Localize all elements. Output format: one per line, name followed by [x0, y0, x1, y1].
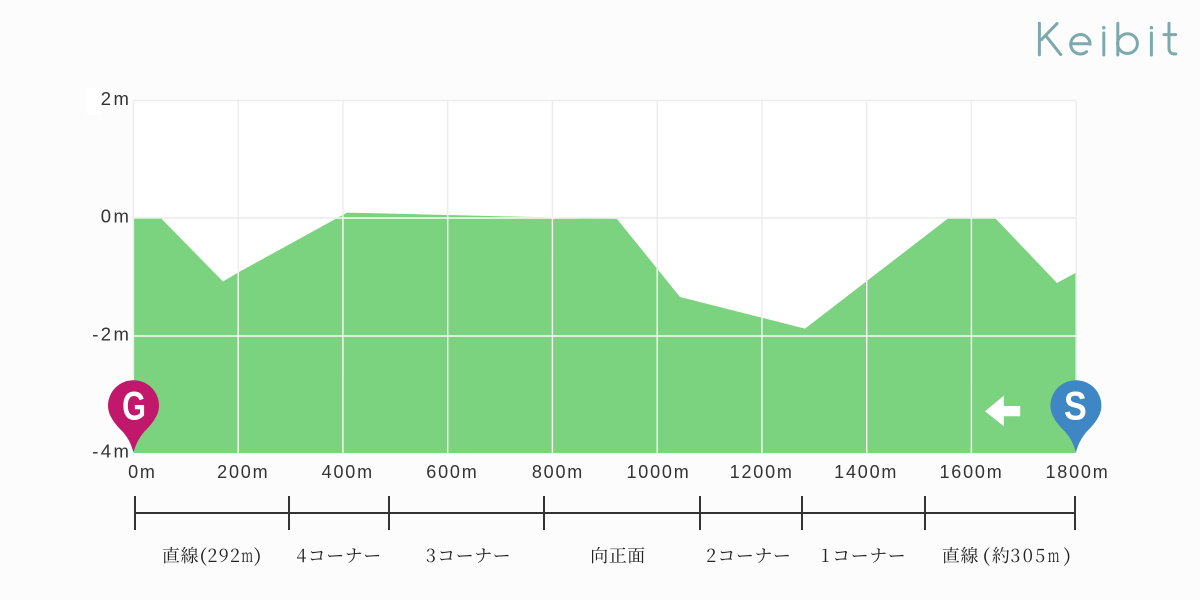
- svg-text:-2m: -2m: [92, 324, 131, 345]
- svg-text:0m: 0m: [101, 206, 132, 227]
- svg-text:2m: 2m: [101, 88, 132, 109]
- svg-text:S: S: [1064, 384, 1087, 428]
- svg-text:-4m: -4m: [92, 441, 131, 462]
- svg-text:G: G: [122, 385, 146, 429]
- svg-text:200m: 200m: [217, 462, 269, 482]
- svg-text:600m: 600m: [426, 462, 478, 482]
- svg-text:1800m: 1800m: [1045, 462, 1109, 482]
- svg-text:1000m: 1000m: [626, 462, 690, 482]
- svg-text:800m: 800m: [532, 462, 584, 482]
- svg-text:0m: 0m: [128, 462, 157, 482]
- svg-text:1600m: 1600m: [939, 462, 1003, 482]
- svg-text:1400m: 1400m: [834, 462, 898, 482]
- svg-text:400m: 400m: [322, 462, 374, 482]
- svg-text:1200m: 1200m: [730, 462, 794, 482]
